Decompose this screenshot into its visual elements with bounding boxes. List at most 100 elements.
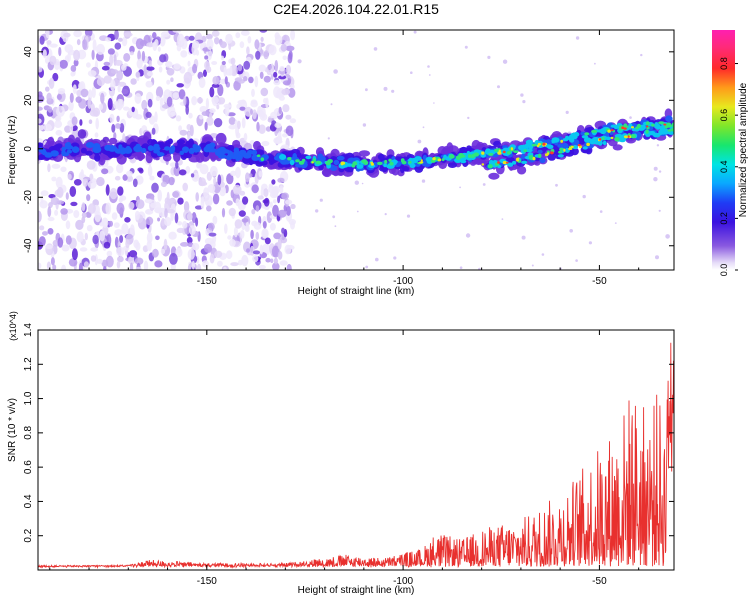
spectrogram-background-blob <box>223 266 227 270</box>
spectrogram-background-blob <box>230 170 237 176</box>
snr-ytick-label: 0.4 <box>23 494 34 508</box>
spectrogram-background-blob <box>252 250 261 255</box>
spectrogram-background-blob <box>110 69 119 74</box>
snr-xtick-label: -100 <box>393 576 413 587</box>
spectrogram-ridge-blob <box>472 153 476 157</box>
spectrogram-background-blob <box>69 186 77 197</box>
spectrogram-background-blob <box>175 247 183 258</box>
colorbar-ticks: 0.0 0.2 0.4 0.6 0.8 <box>719 57 738 276</box>
spectrogram-background-blob <box>96 43 105 55</box>
spectrogram-background-blob <box>149 175 155 181</box>
spectrogram-sparse-dot <box>356 210 359 213</box>
spectrogram-background-blob <box>105 184 110 196</box>
spectrogram-ridge-blob <box>377 153 385 161</box>
spectrogram-background-blob <box>234 219 243 229</box>
spectrogram-background-blob <box>65 192 69 200</box>
spectrogram-background-blob <box>247 36 252 44</box>
spectrogram-background-blob <box>121 36 128 47</box>
spectrogram-sparse-dot <box>459 186 461 189</box>
spectrogram-sparse-dot <box>365 88 368 92</box>
spectrogram-background-blob <box>169 253 178 265</box>
spectrogram-ridge-blob <box>493 140 502 148</box>
spectrogram-background-blob <box>290 203 296 210</box>
spectrogram-ytick-label: 40 <box>23 46 34 58</box>
spectrogram-ridge-blob <box>104 144 112 151</box>
spectrogram-ridge-blob <box>442 146 451 155</box>
spectrogram-background-blob <box>188 225 196 236</box>
spectrogram-background-blob <box>217 174 222 186</box>
spectrogram-background-blob <box>82 39 88 50</box>
spectrogram-ridge-blob <box>311 161 314 164</box>
spectrogram-background-blob <box>235 166 241 179</box>
spectrogram-ridge-blob <box>383 163 387 168</box>
spectrogram-background-blob <box>134 210 140 221</box>
spectrogram-background-blob <box>68 100 74 112</box>
spectrogram-axes: -150 -100 -50 40 20 0 -20 -40 <box>23 30 674 287</box>
spectrogram-ridge-blob <box>358 150 371 157</box>
spectrogram-background-blob <box>76 39 81 46</box>
spectrogram-sparse-dot <box>629 116 632 119</box>
spectrogram-background-blob <box>121 223 129 235</box>
spectrogram-sparse-dot <box>375 257 379 262</box>
spectrogram-background-blob <box>103 75 112 84</box>
spectrogram-background-blob <box>118 37 123 42</box>
spectrogram-ridge-blob <box>536 144 540 148</box>
spectrogram-ridge-blob <box>577 144 581 147</box>
spectrogram-background-blob <box>73 30 82 38</box>
spectrogram-background-blob <box>100 92 105 104</box>
spectrogram-ridge-blob <box>401 160 407 165</box>
spectrogram-background-blob <box>185 104 189 115</box>
spectrogram-background-blob <box>42 49 47 59</box>
spectrogram-background-blob <box>132 178 138 188</box>
spectrogram-background-blob <box>269 222 276 231</box>
spectrogram-background-blob <box>213 177 217 186</box>
spectrogram-ridge-blob <box>38 154 45 160</box>
spectrogram-background-blob <box>243 60 251 70</box>
spectrogram-background-blob <box>70 201 78 207</box>
spectrogram-background-blob <box>255 50 261 60</box>
spectrogram-background-blob <box>110 79 116 92</box>
spectrogram-background-blob <box>116 115 120 123</box>
spectrogram-background-blob <box>165 61 173 68</box>
spectrogram-background-blob <box>116 163 124 174</box>
spectrogram-background-blob <box>239 230 245 239</box>
spectrogram-background-blob <box>262 229 268 239</box>
spectrogram-ridge-blob <box>557 154 564 158</box>
spectrogram-ridge-blob <box>618 126 622 131</box>
spectrogram-background-blob <box>157 46 161 52</box>
spectrogram-ridge-blob <box>170 145 176 153</box>
spectrogram-ridge-blob <box>356 164 364 169</box>
spectrogram-background-blob <box>113 101 119 110</box>
spectrogram-ridge-blob <box>466 145 472 151</box>
spectrogram-background-blob <box>185 166 191 174</box>
spectrogram-background-blob <box>114 42 122 50</box>
colorbar-tick-label: 0.6 <box>719 109 729 122</box>
spectrogram-background-blob <box>266 211 273 224</box>
spectrogram-background-blob <box>211 61 218 65</box>
spectrogram-ridge-blob <box>251 149 258 156</box>
spectrogram-background-blob <box>212 215 218 225</box>
spectrogram-background-blob <box>279 185 284 195</box>
spectrogram-ridge-blob <box>592 137 600 142</box>
spectrogram-background-blob <box>190 173 195 178</box>
spectrogram-background-blob <box>192 63 198 74</box>
spectrogram-background-blob <box>117 255 124 263</box>
spectrogram-background-blob <box>245 172 250 183</box>
spectrogram-background-blob <box>96 258 103 264</box>
spectrogram-background-blob <box>271 179 276 185</box>
spectrogram-background-blob <box>46 92 52 102</box>
spectrogram-background-blob <box>160 181 167 188</box>
spectrogram-background-blob <box>227 235 232 240</box>
spectrogram-background-blob <box>285 199 293 205</box>
spectrogram-sparse-dot <box>433 102 435 104</box>
spectrogram-background-blob <box>125 239 130 249</box>
spectrogram-background-blob <box>144 198 153 204</box>
spectrogram-background-blob <box>251 220 258 227</box>
spectrogram-ridge-blob <box>645 121 650 126</box>
spectrogram-ridge-blob <box>635 126 639 130</box>
spectrogram-background-blob <box>42 231 48 236</box>
spectrogram-background-blob <box>49 55 57 66</box>
spectrogram-background-blob <box>180 242 189 247</box>
spectrogram-ridge-blob <box>94 153 101 162</box>
